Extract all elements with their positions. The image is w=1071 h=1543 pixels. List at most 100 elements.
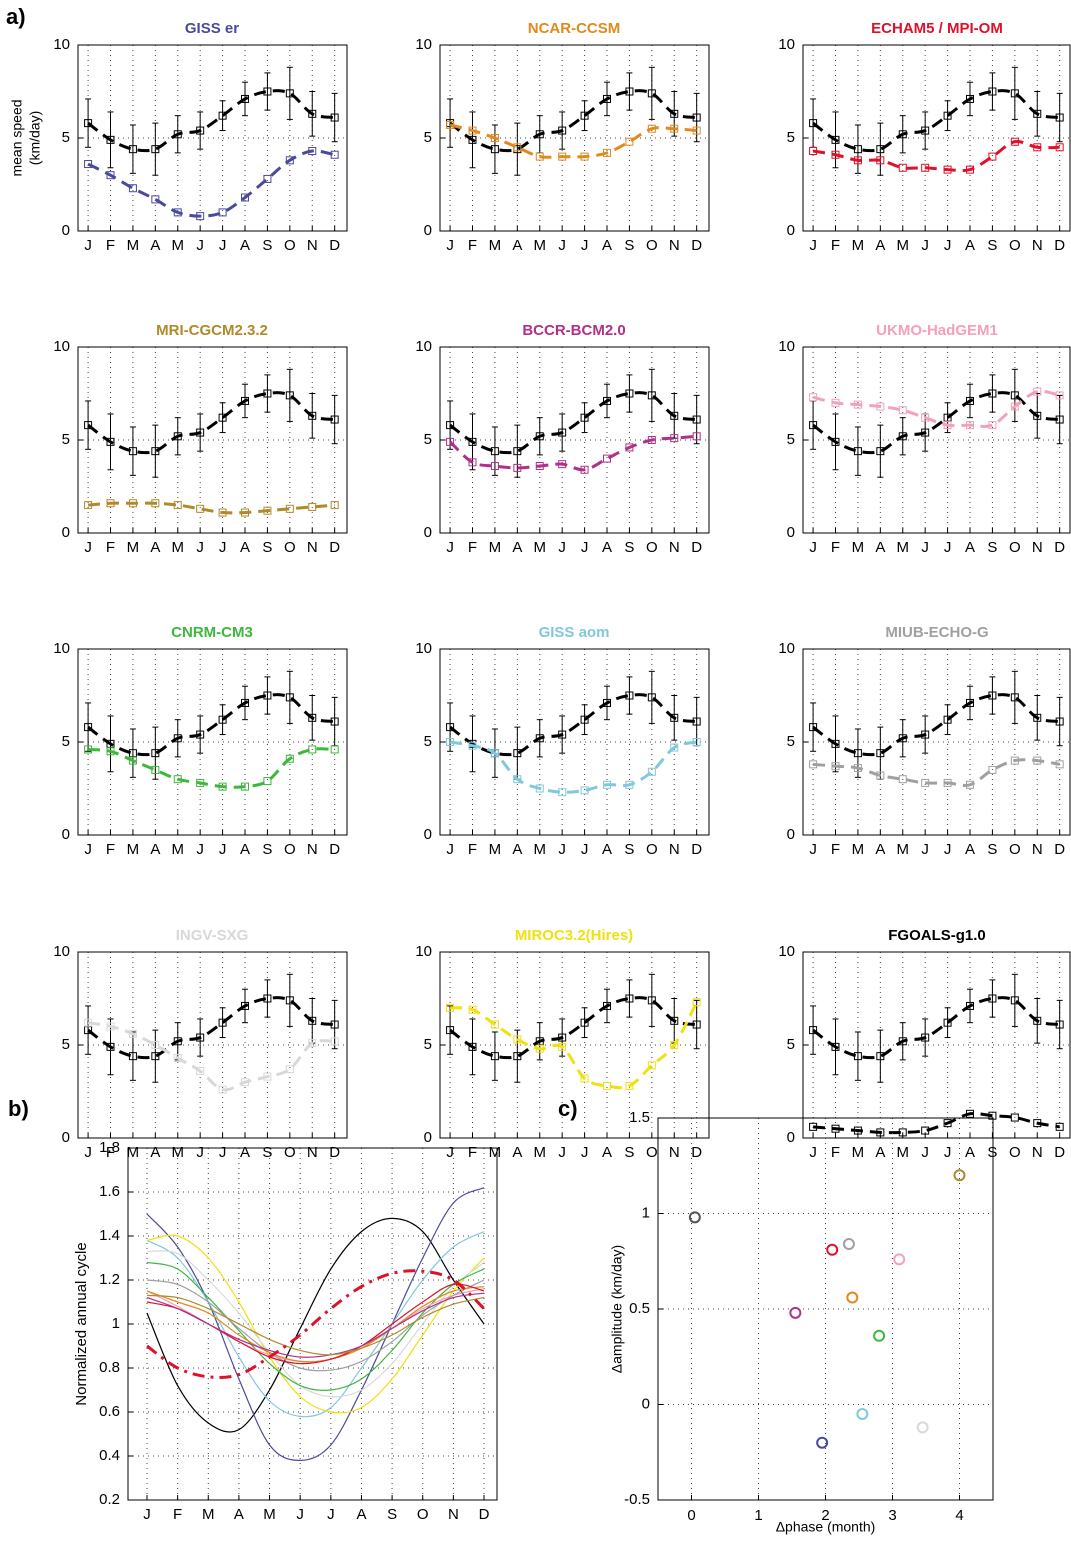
fit-line	[812, 139, 1060, 173]
point	[816, 1436, 829, 1449]
marker	[173, 501, 182, 510]
x-tick-label: N	[1032, 539, 1043, 556]
marker	[330, 113, 339, 122]
x-tick-label: N	[669, 237, 680, 254]
x-tick-label: J	[296, 1506, 304, 1523]
y-tick-label: 10	[415, 338, 432, 355]
x-tick-label: M	[127, 1144, 140, 1161]
x-tick-label: M	[852, 539, 865, 556]
marker	[330, 150, 339, 159]
marker	[173, 130, 182, 139]
marker	[308, 109, 317, 118]
x-tick-label: J	[196, 1144, 204, 1161]
plot-frame	[802, 44, 1071, 232]
x-tick-label: F	[173, 1506, 182, 1523]
x-tick-label: A	[965, 1144, 975, 1161]
x-tick-label: A	[150, 1144, 160, 1161]
marker	[151, 1041, 160, 1049]
marker	[535, 784, 544, 793]
marker	[535, 432, 544, 441]
y-tick-label: 1.5	[629, 1109, 650, 1126]
marker	[151, 447, 160, 456]
chart-title: FGOALS-g1.0	[888, 927, 986, 944]
chart-title: NCAR-CCSM	[528, 20, 621, 37]
x-tick-label: A	[875, 539, 885, 556]
x-tick-label: S	[624, 237, 634, 254]
x-tick-label: J	[446, 539, 454, 556]
x-tick-label: A	[602, 237, 612, 254]
marker	[84, 160, 93, 169]
marker	[1055, 760, 1064, 769]
marker	[84, 745, 93, 754]
y-tick-label: 0.2	[99, 1491, 120, 1508]
x-tick-label: A	[875, 841, 885, 858]
x-tick-label: F	[831, 237, 840, 254]
marker	[308, 1039, 317, 1048]
marker	[988, 691, 997, 700]
x-tick-label: M	[172, 841, 185, 858]
marker	[513, 749, 522, 758]
marker	[988, 994, 997, 1003]
x-tick-label: M	[534, 237, 547, 254]
fit-line	[87, 149, 335, 218]
marker	[446, 1003, 455, 1012]
x-tick-label: S	[624, 1144, 634, 1161]
marker	[625, 691, 634, 700]
marker	[876, 402, 885, 411]
x-tick-label: J	[196, 539, 204, 556]
x-tick-label: F	[468, 1144, 477, 1161]
point	[873, 1329, 886, 1342]
y-tick-label: 0	[62, 1129, 70, 1146]
marker	[898, 1128, 907, 1137]
marker	[603, 454, 612, 463]
marker	[988, 765, 997, 774]
marker	[285, 693, 294, 702]
marker	[853, 1126, 862, 1135]
marker	[241, 1001, 250, 1010]
x-tick-label: F	[831, 539, 840, 556]
x-tick-label: M	[534, 1144, 547, 1161]
marker	[988, 152, 997, 161]
marker	[151, 145, 160, 154]
x-tick-label: A	[150, 841, 160, 858]
point	[846, 1291, 859, 1304]
marker	[625, 994, 634, 1003]
x-tick-label: J	[84, 539, 92, 556]
marker	[876, 1128, 885, 1137]
marker	[988, 1111, 997, 1120]
x-tick-label: D	[329, 841, 340, 858]
marker	[468, 135, 477, 144]
x-tick-label: F	[468, 237, 477, 254]
marker	[692, 1020, 701, 1029]
marker	[330, 1037, 339, 1046]
marker	[241, 396, 250, 405]
marker	[106, 747, 115, 756]
marker	[1033, 1119, 1042, 1128]
marker	[558, 126, 567, 135]
x-tick-label: O	[417, 1506, 429, 1523]
marker	[1055, 113, 1064, 122]
marker	[625, 443, 634, 452]
marker	[1010, 89, 1019, 98]
marker	[535, 462, 544, 471]
x-tick-label: J	[219, 841, 227, 858]
marker	[513, 463, 522, 472]
fit-line	[449, 434, 697, 472]
marker	[128, 447, 137, 456]
x-tick-label: D	[329, 539, 340, 556]
x-tick-label: S	[262, 539, 272, 556]
plot-frame	[77, 648, 348, 836]
marker	[988, 389, 997, 398]
marker	[853, 447, 862, 456]
y-tick-label: 0	[787, 222, 795, 239]
y-tick-label: 5	[787, 129, 795, 146]
x-tick-label: J	[944, 841, 952, 858]
marker	[330, 745, 339, 754]
marker	[1010, 402, 1019, 411]
plot-frame	[802, 951, 1071, 1139]
y-axis-label: Δamplitude (km/day)	[609, 1245, 625, 1373]
marker	[580, 111, 589, 120]
x-tick-label: A	[512, 539, 522, 556]
fit-line	[812, 758, 1060, 787]
marker	[196, 1067, 205, 1076]
